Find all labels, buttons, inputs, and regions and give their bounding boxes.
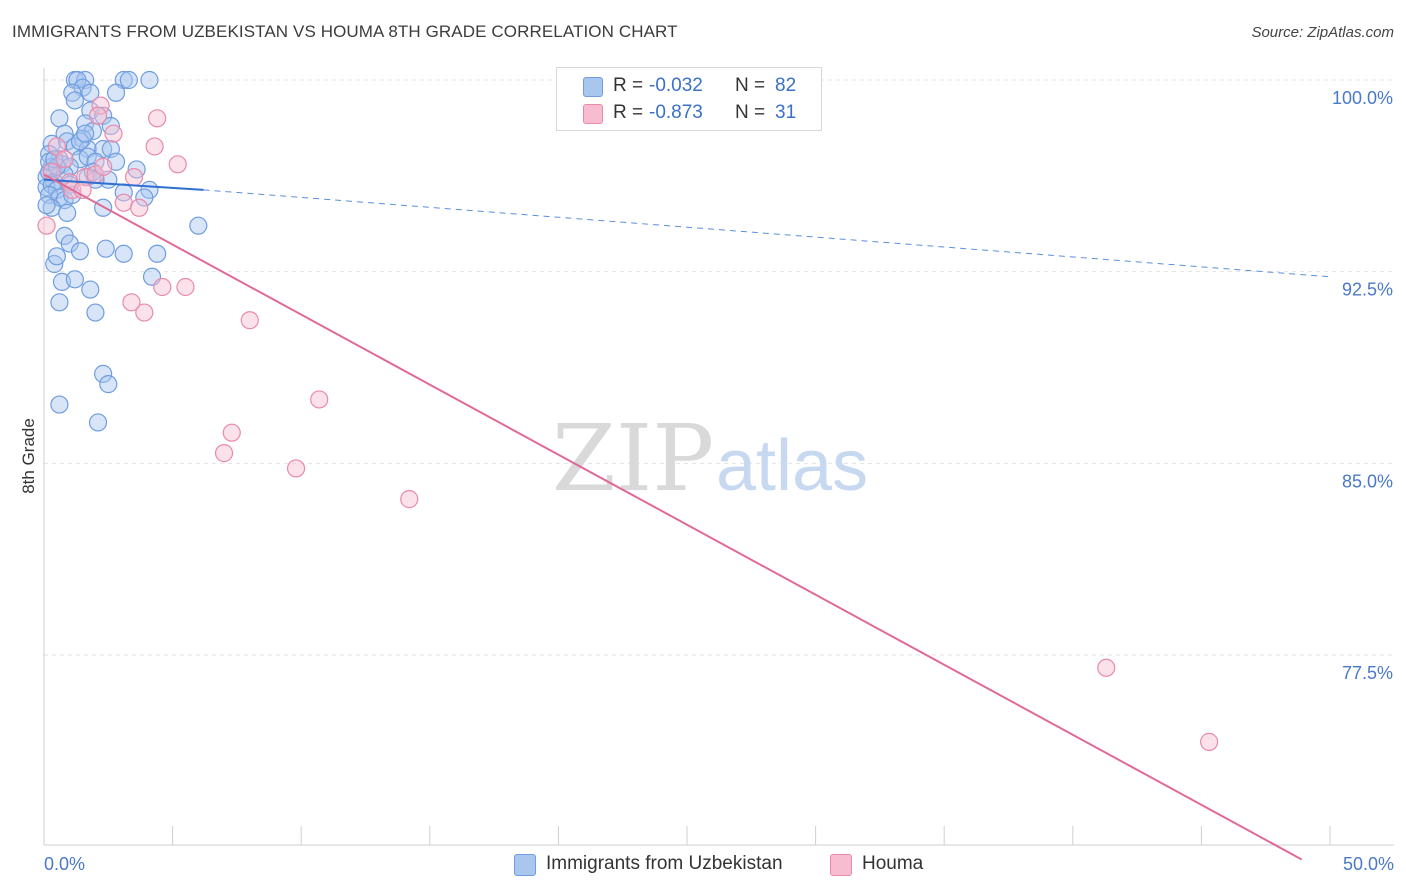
point-houma xyxy=(400,490,419,509)
point-uzbekistan xyxy=(50,293,69,312)
x-tick-label-max: 50.0% xyxy=(1343,854,1394,874)
point-uzbekistan xyxy=(114,244,133,263)
point-uzbekistan xyxy=(76,124,95,143)
point-houma xyxy=(310,390,329,409)
point-uzbekistan xyxy=(119,70,138,90)
legend-r-label: R = xyxy=(613,75,644,96)
point-houma xyxy=(124,168,144,187)
point-uzbekistan xyxy=(99,375,118,394)
point-uzbekistan xyxy=(88,413,108,432)
point-uzbekistan xyxy=(94,364,113,383)
watermark-zip: ZIP xyxy=(552,405,714,512)
point-uzbekistan xyxy=(65,91,84,110)
point-uzbekistan xyxy=(189,216,208,235)
legend-r-value: -0.032 xyxy=(649,75,703,96)
point-houma xyxy=(145,137,164,156)
trend-line-uzbekistan xyxy=(43,178,204,191)
watermark-atlas: atlas xyxy=(716,426,868,506)
legend-r-label: R = xyxy=(613,102,644,123)
point-uzbekistan xyxy=(148,244,167,263)
point-uzbekistan xyxy=(135,188,154,207)
legend-row-uzbekistan: R = -0.032 N = 82 xyxy=(557,74,821,100)
trend-line-houma xyxy=(43,173,1303,861)
point-houma xyxy=(94,157,113,176)
point-houma xyxy=(114,193,133,212)
chart-title: IMMIGRANTS FROM UZBEKISTAN VS HOUMA 8TH … xyxy=(12,22,678,41)
bottom-legend-uzbekistan[interactable]: Immigrants from Uzbekistan xyxy=(514,852,814,878)
y-tick-label: 92.5% xyxy=(1342,280,1393,300)
point-houma xyxy=(37,216,56,235)
bottom-legend-label: Immigrants from Uzbekistan xyxy=(546,853,783,874)
legend-row-houma: R = -0.873 N = 31 xyxy=(557,101,821,127)
bottom-legend-swatch-pink xyxy=(830,854,852,876)
point-houma xyxy=(130,198,149,217)
point-houma xyxy=(240,311,259,330)
point-uzbekistan xyxy=(50,395,69,414)
point-houma xyxy=(153,277,172,297)
point-houma xyxy=(168,155,187,174)
point-uzbekistan xyxy=(60,234,79,253)
bottom-legend-houma[interactable]: Houma xyxy=(830,852,950,878)
legend-n-value: 31 xyxy=(775,102,797,123)
bottom-legend-label: Houma xyxy=(862,853,924,874)
bottom-legend-swatch-blue xyxy=(514,854,536,876)
x-tick-label-min: 0.0% xyxy=(44,854,85,874)
y-axis-label: 8th Grade xyxy=(19,418,38,494)
legend-n-label: N = xyxy=(735,102,766,123)
point-houma xyxy=(214,444,234,463)
point-uzbekistan xyxy=(47,247,66,266)
y-tick-labels: 100.0% 92.5% 85.0% 77.5% xyxy=(1332,88,1393,683)
trend-line-uzbekistan-extension xyxy=(203,189,1331,278)
point-uzbekistan xyxy=(73,129,92,148)
data-points xyxy=(37,70,1219,751)
y-tick-label: 100.0% xyxy=(1332,88,1393,108)
point-uzbekistan xyxy=(65,270,84,289)
point-houma xyxy=(104,124,123,143)
y-tick-label: 77.5% xyxy=(1342,663,1393,683)
point-houma xyxy=(286,459,306,478)
point-houma xyxy=(88,106,108,125)
point-uzbekistan xyxy=(50,109,69,128)
point-houma xyxy=(176,277,195,297)
point-houma xyxy=(135,303,154,322)
point-houma xyxy=(148,109,167,128)
correlation-legend: R = -0.032 N = 82 R = -0.873 N = 31 xyxy=(556,67,822,131)
point-houma xyxy=(55,150,74,169)
point-uzbekistan xyxy=(96,239,115,258)
point-houma xyxy=(1200,732,1219,751)
point-uzbekistan xyxy=(81,280,100,299)
legend-r-value: -0.873 xyxy=(649,102,703,123)
legend-swatch-pink xyxy=(583,104,603,124)
legend-n-value: 82 xyxy=(775,75,797,96)
y-tick-label: 85.0% xyxy=(1342,471,1393,491)
grid-lines xyxy=(44,79,1394,656)
point-uzbekistan xyxy=(140,70,159,90)
point-uzbekistan xyxy=(86,303,105,322)
point-uzbekistan xyxy=(58,203,77,222)
x-tick-marks xyxy=(43,826,1331,845)
point-houma xyxy=(122,293,141,312)
trend-lines xyxy=(43,173,1331,861)
point-houma xyxy=(222,423,241,442)
point-uzbekistan xyxy=(70,242,90,261)
legend-n-label: N = xyxy=(735,75,766,96)
legend-swatch-blue xyxy=(583,77,603,97)
watermark: ZIP atlas xyxy=(552,405,868,512)
source-label: Source: ZipAtlas.com xyxy=(1251,24,1394,41)
point-uzbekistan xyxy=(37,196,56,215)
point-uzbekistan xyxy=(106,83,126,102)
point-uzbekistan xyxy=(81,83,100,102)
point-houma xyxy=(1097,658,1116,677)
